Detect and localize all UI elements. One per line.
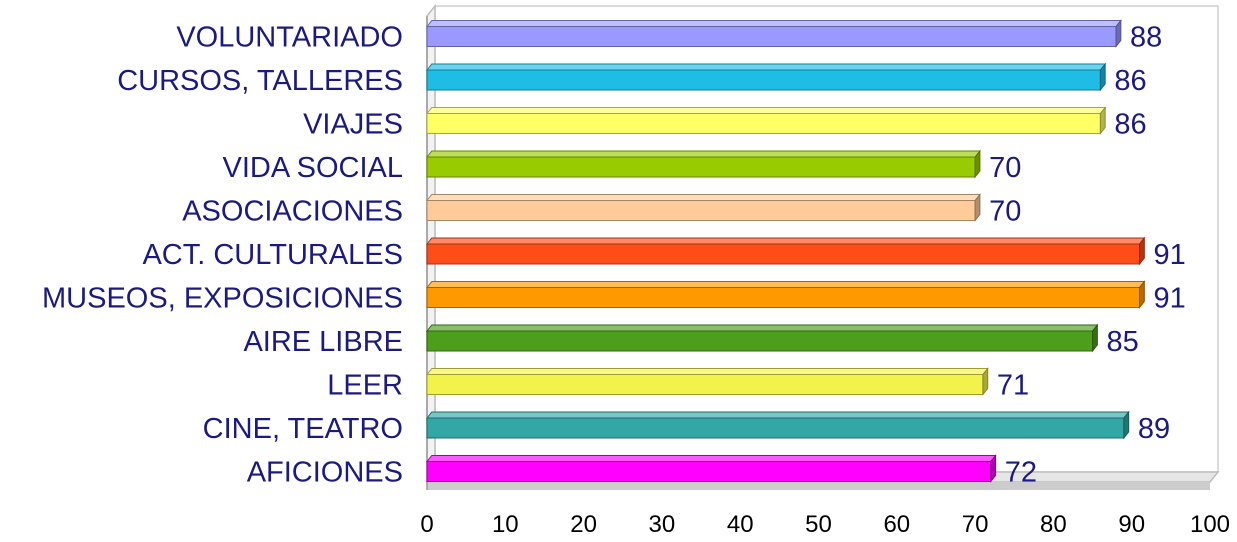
data-label: 88 bbox=[1130, 22, 1162, 54]
category-label: AFICIONES bbox=[247, 457, 403, 489]
value-labels: 88 86 86 70 70 91 91 85 71 89 72 bbox=[989, 22, 1186, 489]
bar-end-face bbox=[1099, 62, 1106, 92]
bar-top-face bbox=[425, 63, 1107, 71]
data-label: 71 bbox=[997, 370, 1029, 402]
bar-end-face bbox=[974, 149, 981, 179]
x-axis-ticks: 0 10 20 30 40 50 60 70 80 90 100 bbox=[420, 511, 1230, 538]
data-label: 89 bbox=[1138, 413, 1170, 445]
bar-end-face bbox=[974, 193, 981, 222]
x-tick-label: 10 bbox=[492, 511, 519, 538]
category-label: VOLUNTARIADO bbox=[176, 22, 403, 54]
bar-end-face bbox=[1092, 323, 1098, 353]
bar-top-face bbox=[425, 150, 981, 158]
category-labels: VOLUNTARIADO CURSOS, TALLERES VIAJES VIDA S… bbox=[42, 22, 403, 489]
x-tick-label: 0 bbox=[420, 511, 433, 538]
data-label: 70 bbox=[989, 152, 1021, 184]
bar bbox=[426, 156, 976, 178]
x-tick-label: 20 bbox=[570, 511, 597, 538]
x-tick-label: 60 bbox=[883, 511, 910, 538]
bar bbox=[426, 113, 1101, 134]
bar-end-face bbox=[1123, 410, 1130, 440]
x-tick-label: 30 bbox=[649, 511, 676, 538]
data-label: 86 bbox=[1114, 109, 1146, 141]
bar-end-face bbox=[990, 454, 997, 483]
category-label: ASOCIACIONES bbox=[182, 196, 403, 228]
bar bbox=[426, 461, 992, 482]
category-label: VIAJES bbox=[303, 109, 403, 141]
data-label: 70 bbox=[989, 196, 1021, 228]
x-tick-label: 100 bbox=[1190, 511, 1230, 538]
bar-top-face bbox=[425, 237, 1146, 245]
category-label: ACT. CULTURALES bbox=[142, 239, 403, 271]
data-label: 91 bbox=[1154, 283, 1186, 315]
bar-top-face bbox=[425, 324, 1099, 332]
floor-edge bbox=[427, 482, 1210, 490]
bar bbox=[426, 200, 976, 221]
data-label: 72 bbox=[1005, 457, 1037, 489]
bar-top-face bbox=[425, 107, 1107, 114]
x-tick-label: 80 bbox=[1040, 511, 1067, 538]
bar-top-face bbox=[425, 194, 981, 201]
x-tick-label: 90 bbox=[1118, 511, 1145, 538]
bar bbox=[426, 417, 1125, 439]
bar-top-face bbox=[425, 455, 997, 462]
bar-end-face bbox=[1139, 236, 1145, 266]
bar bbox=[426, 330, 1094, 352]
data-label: 91 bbox=[1154, 239, 1186, 271]
bar-end-face bbox=[1139, 280, 1145, 309]
bar-end-face bbox=[1099, 106, 1106, 135]
category-label: CINE, TEATRO bbox=[203, 413, 403, 445]
data-label: 85 bbox=[1107, 326, 1139, 358]
bars bbox=[425, 19, 1146, 483]
bar-top-face bbox=[425, 281, 1146, 288]
bar bbox=[426, 287, 1141, 308]
category-label: AIRE LIBRE bbox=[243, 326, 403, 358]
bar bbox=[426, 374, 984, 395]
x-tick-label: 50 bbox=[805, 511, 832, 538]
bar-top-face bbox=[425, 411, 1130, 419]
bar bbox=[426, 69, 1101, 91]
bar bbox=[426, 243, 1141, 265]
bar-top-face bbox=[425, 368, 989, 375]
bar bbox=[426, 26, 1117, 47]
x-tick-label: 70 bbox=[962, 511, 989, 538]
bar-top-face bbox=[425, 20, 1122, 27]
x-tick-label: 40 bbox=[727, 511, 754, 538]
bar-end-face bbox=[1115, 19, 1122, 48]
category-label: CURSOS, TALLERES bbox=[117, 65, 403, 97]
category-label: VIDA SOCIAL bbox=[222, 152, 403, 184]
data-label: 86 bbox=[1114, 65, 1146, 97]
category-label: MUSEOS, EXPOSICIONES bbox=[42, 283, 403, 315]
category-label: LEER bbox=[327, 370, 403, 402]
bar-end-face bbox=[982, 367, 989, 396]
